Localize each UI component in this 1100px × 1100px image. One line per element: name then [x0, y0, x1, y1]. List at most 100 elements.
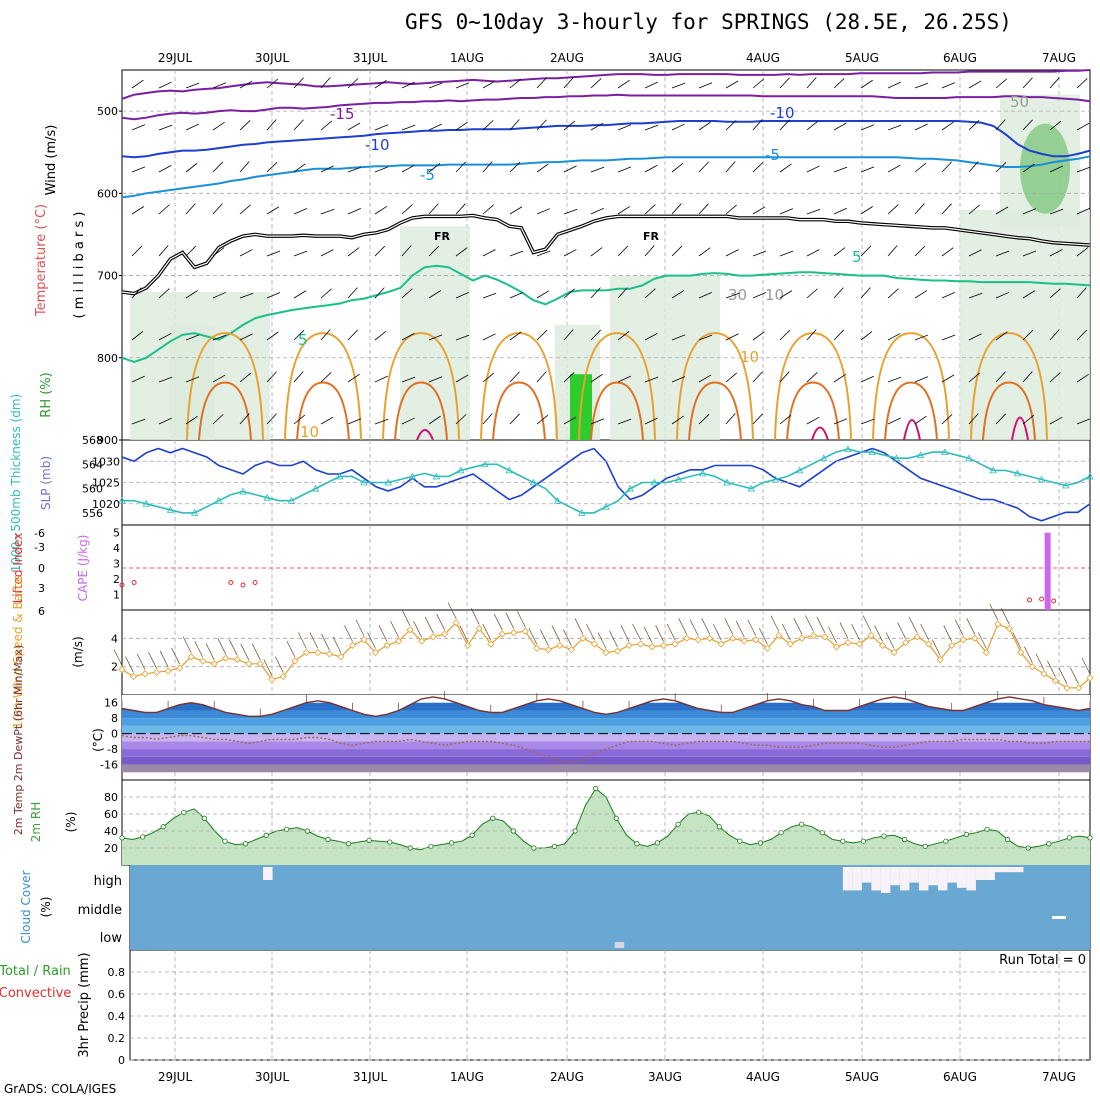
freezing-level-line: [121, 213, 1091, 296]
precip-ytick: 0.8: [108, 966, 126, 979]
wind-speed-marker: [371, 648, 380, 657]
wind-speed-marker: [1040, 670, 1048, 678]
upper-wind-barb: [617, 124, 632, 131]
wind-speed-marker: [176, 664, 184, 672]
upper-wind-barb: [590, 373, 603, 383]
cloud-middle-cell: [1052, 916, 1066, 919]
thickness-marker: [142, 499, 150, 507]
thickness-ytick: 564: [82, 458, 103, 471]
wind-axis-labels: 10m Wind Speed & Barbs (m/s): [11, 575, 85, 729]
upper-wind-barb: [671, 245, 683, 257]
upper-wind-barb: [779, 77, 790, 89]
upper-wind-barb: [212, 82, 227, 89]
upper-wind-barb: [374, 418, 389, 425]
upper-wind-barb: [644, 288, 656, 299]
cloud-high-cell: [947, 867, 957, 883]
wind-speed-marker: [821, 633, 829, 641]
cloud-high-cell: [880, 867, 891, 893]
wind-barb: [517, 611, 526, 628]
slp-ytick: 1025: [92, 477, 120, 490]
upper-wind-barb: [509, 161, 521, 173]
thickness-marker: [747, 484, 755, 492]
isotherm-15: [688, 381, 742, 441]
wind-speed-marker: [487, 640, 495, 648]
rh-marker: [716, 824, 722, 830]
thickness-marker: [505, 466, 513, 474]
temp-band: [122, 749, 1090, 757]
wind-speed-marker: [706, 634, 714, 642]
upper-wind-barb: [212, 291, 226, 299]
upper-wind-barb: [347, 373, 360, 383]
upper-wind-barb: [590, 166, 605, 173]
upper-wind-barb: [725, 333, 739, 341]
date-label-top: 7AUG: [1042, 51, 1076, 65]
contour-label: -15: [330, 105, 355, 123]
lifted-marker: [1051, 598, 1057, 604]
upper-wind-barb: [320, 120, 333, 131]
rh-ytick: 80: [104, 791, 118, 804]
wind-speed-marker: [210, 660, 218, 668]
upper-wind-barb: [455, 291, 469, 299]
wind-speed-marker: [717, 640, 725, 648]
upper-wind-barb: [968, 80, 982, 89]
rh-marker: [984, 826, 990, 832]
rh-marker: [634, 841, 640, 847]
precip-total-label: Total / Rain: [0, 964, 71, 979]
upper-wind-barb: [401, 164, 415, 173]
upper-wind-barb: [320, 372, 332, 383]
wind-barb: [482, 623, 492, 641]
lifted-axis-labels: Lifted Index CAPE (J/kg): [11, 533, 90, 604]
rh-marker: [201, 815, 207, 821]
upper-wind-barb: [833, 418, 848, 425]
upper-wind-barb: [779, 163, 792, 173]
upper-wind-barb: [779, 414, 792, 425]
upper-wind-barb: [752, 161, 764, 173]
upper-wind-barb: [158, 124, 173, 131]
upper-wind-barb: [293, 414, 306, 425]
upper-wind-barb: [293, 290, 307, 299]
date-label-bottom: 4AUG: [746, 1070, 780, 1084]
thickness-marker: [1086, 472, 1094, 480]
wind-speed-marker: [832, 643, 841, 651]
upper-wind-barb: [158, 165, 172, 173]
upper-wind-barb: [941, 334, 956, 341]
wind-barb: [298, 632, 307, 649]
wind-barb: [378, 625, 388, 642]
upper-wind-barb: [428, 245, 440, 257]
upper-wind-barb: [482, 161, 493, 173]
wind-barb: [759, 628, 768, 645]
upper-wind-barb: [617, 331, 630, 341]
thickness-marker: [626, 484, 634, 492]
upper-wind-barb: [563, 372, 575, 383]
upper-wind-barb: [509, 206, 523, 215]
upper-wind-barb: [239, 80, 253, 89]
wind-speed-marker: [348, 641, 357, 649]
upper-wind-barb: [1049, 208, 1064, 215]
cloud-high-cell: [852, 867, 862, 891]
run-total-label: Run Total = 0: [999, 953, 1086, 968]
wind-barb: [424, 616, 434, 634]
wind-barb: [977, 632, 987, 649]
upper-wind-barb: [401, 417, 415, 425]
upper-wind-barb: [644, 245, 655, 257]
cloud-high-cell: [975, 867, 986, 880]
isotherm-15: [786, 381, 840, 441]
upper-wind-barb: [428, 290, 442, 299]
upper-wind-barb: [833, 329, 845, 341]
upper-wind-barb: [455, 203, 466, 215]
upper-wind-barb: [1049, 77, 1060, 89]
upper-wind-barb: [590, 122, 604, 131]
upper-wind-barb: [239, 413, 250, 425]
upper-wind-barb: [671, 290, 685, 299]
isotherm-10: [676, 332, 754, 441]
upper-wind-barb: [536, 77, 547, 89]
wind-barb: [632, 623, 641, 641]
thickness-marker: [674, 475, 683, 483]
upper-wind-barb: [671, 415, 684, 425]
upper-wind-barb: [563, 416, 577, 425]
rh-marker: [139, 834, 146, 840]
rh-marker: [778, 830, 784, 836]
rh-marker: [881, 833, 887, 839]
cape-ytick: 5: [113, 527, 120, 540]
